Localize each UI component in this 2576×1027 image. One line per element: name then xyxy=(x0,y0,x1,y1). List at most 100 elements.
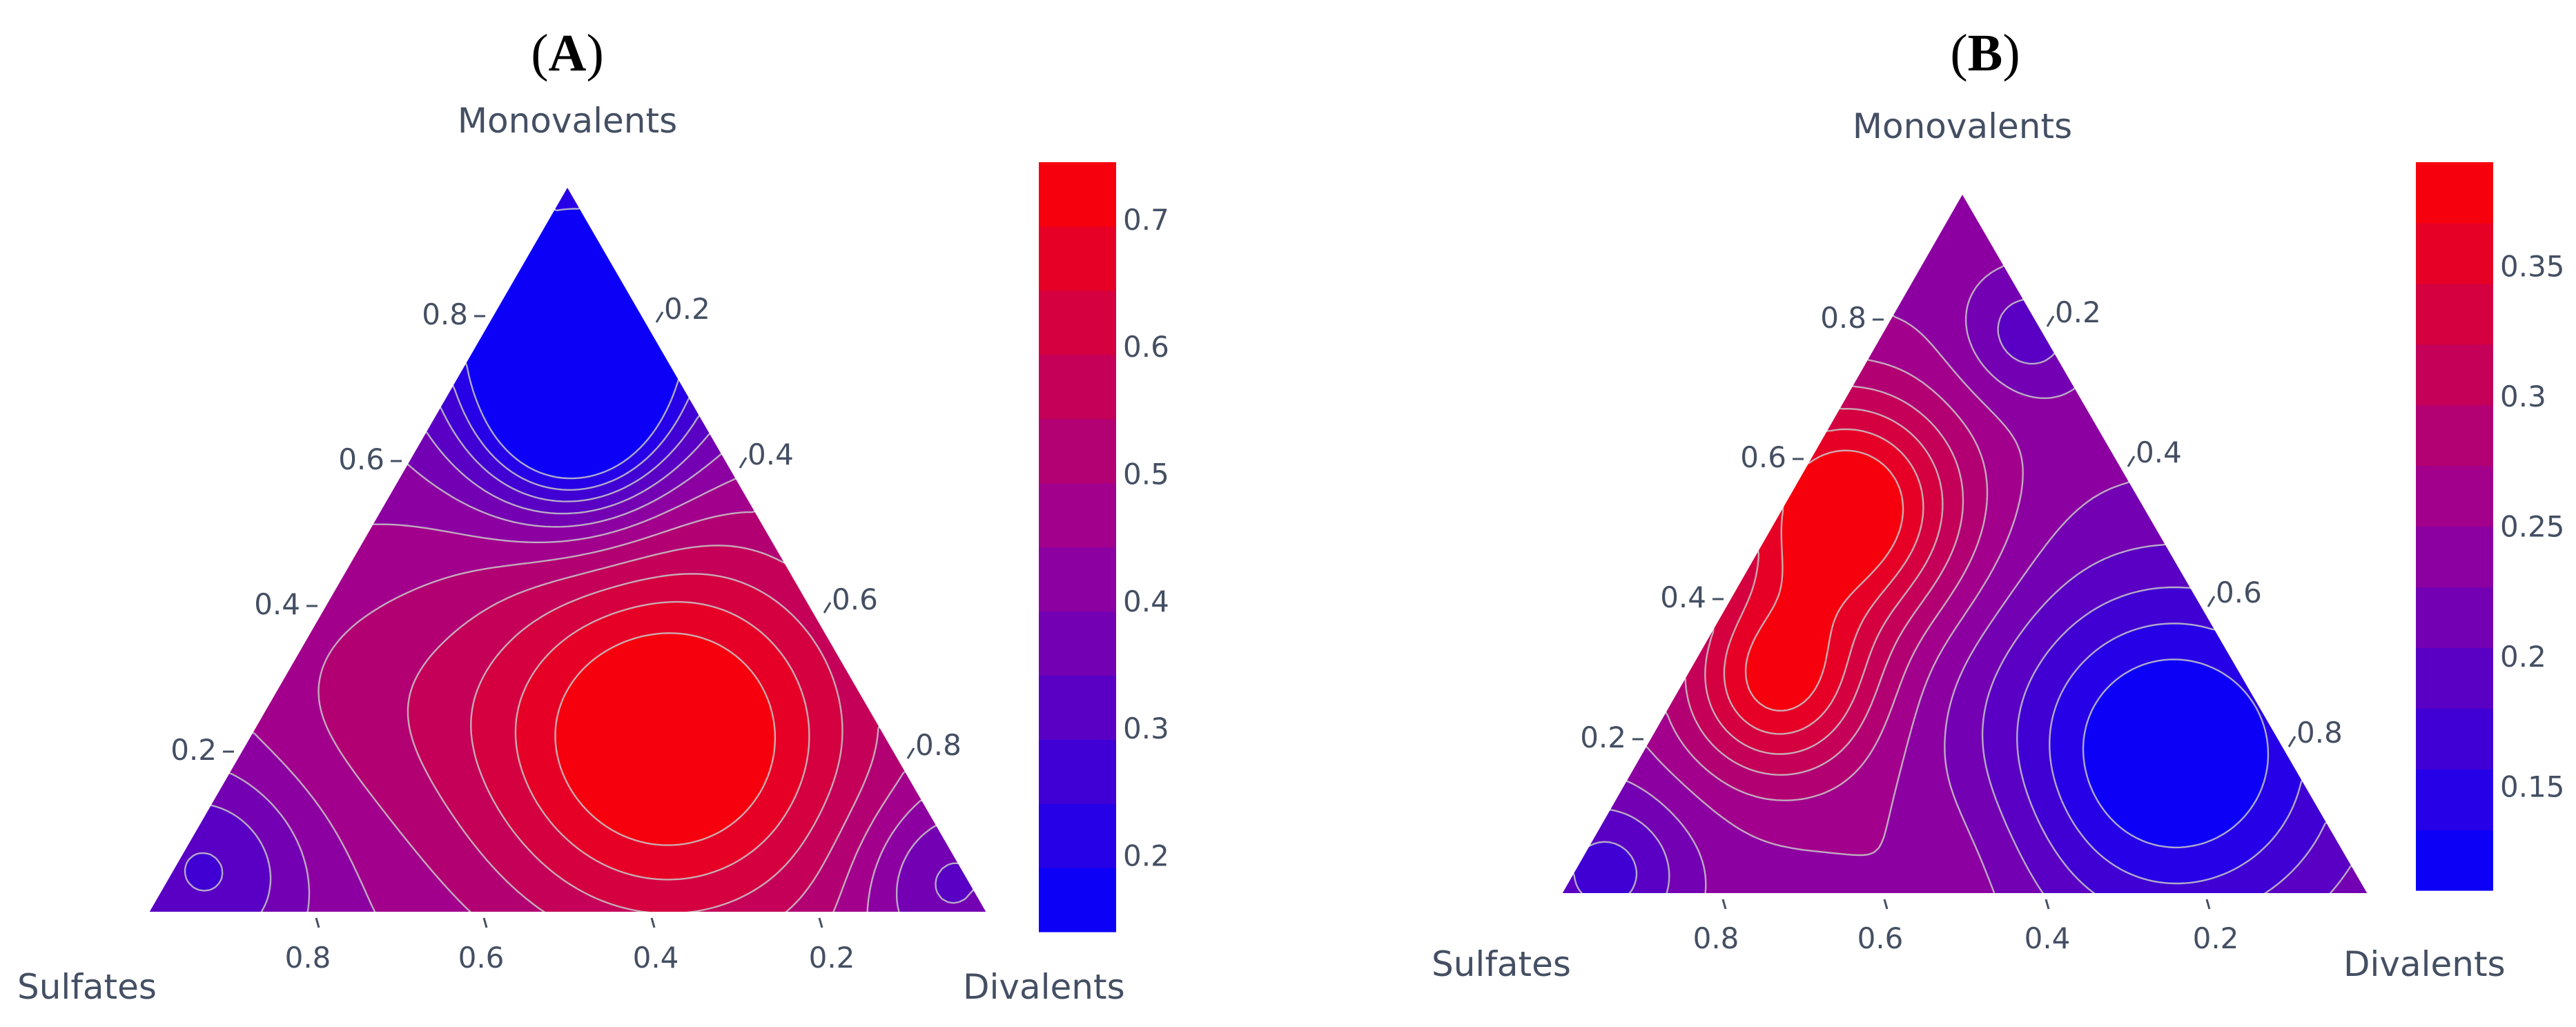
tick-mark xyxy=(482,917,488,928)
tick-mark xyxy=(2046,315,2055,327)
contour-line xyxy=(2082,658,2270,849)
colorbar: 0.2 0.3 0.4 0.5 0.6 0.7 xyxy=(1039,162,1169,932)
colorbar-band xyxy=(1039,162,1116,227)
colorbar-band xyxy=(1039,290,1116,355)
colorbar-band xyxy=(1039,675,1116,740)
colorbar-tick-label: 0.2 xyxy=(1123,839,1169,872)
colorbar-band xyxy=(1039,482,1116,548)
ticks-sulfates: 0.8 0.6 0.4 0.2 xyxy=(285,917,855,975)
colorbar-tick-label: 0.4 xyxy=(1123,585,1169,618)
axis-title-monovalents: Monovalents xyxy=(458,101,677,141)
colorbar-tick-label: 0.6 xyxy=(1123,330,1169,364)
colorbar-band xyxy=(2416,769,2493,830)
tick-mark xyxy=(1883,899,1889,910)
tick-label: 0.4 xyxy=(1660,580,1706,614)
colorbar-ticks: 0.15 0.2 0.25 0.3 0.35 xyxy=(2500,250,2565,804)
tick-label: 0.4 xyxy=(2024,921,2071,955)
tick-label: 0.6 xyxy=(458,941,505,975)
contour-fill xyxy=(148,186,987,912)
tick-label: 0.6 xyxy=(1740,440,1786,474)
axis-title-divalents: Divalents xyxy=(2343,944,2506,984)
contour-line xyxy=(470,573,843,912)
colorbar-tick-label: 0.3 xyxy=(1123,712,1169,745)
ternary-contour-plot xyxy=(148,186,987,912)
tick-label: 0.2 xyxy=(1580,721,1626,754)
colorbar-tick-label: 0.35 xyxy=(2500,250,2565,284)
ternary-outline xyxy=(1560,191,2370,894)
tick-mark xyxy=(315,917,320,928)
contour-line xyxy=(554,632,777,846)
tick-label: 0.2 xyxy=(664,292,710,326)
tick-label: 0.6 xyxy=(2216,576,2262,609)
tick-label: 0.2 xyxy=(2055,295,2101,329)
contour-line xyxy=(514,600,810,881)
panel-b-label: (B) xyxy=(1950,24,2020,82)
colorbar-band xyxy=(1039,803,1116,868)
ternary-outline xyxy=(147,185,988,913)
ticks-divalents: 0.2 0.4 0.6 0.8 xyxy=(655,292,962,762)
tick-mark xyxy=(1721,899,1727,910)
axis-title-divalents: Divalents xyxy=(963,967,1125,1007)
tick-label: 0.6 xyxy=(832,583,878,616)
axis-title-sulfates: Sulfates xyxy=(17,967,157,1007)
colorbar-band xyxy=(1039,868,1116,932)
colorbar-band xyxy=(2416,465,2493,527)
ternary-contour-plot xyxy=(1561,193,2368,894)
tick-label: 0.2 xyxy=(2193,921,2239,955)
ticks-monovalents: 0.8 0.6 0.4 0.2 xyxy=(1580,301,1884,754)
tick-mark xyxy=(823,602,832,614)
tick-mark xyxy=(818,917,823,928)
tick-label: 0.8 xyxy=(2296,716,2343,750)
colorbar-band xyxy=(1039,739,1116,804)
colorbar-band xyxy=(1039,611,1116,676)
tick-label: 0.8 xyxy=(285,941,331,975)
axis-title-monovalents: Monovalents xyxy=(1853,106,2072,146)
colorbar-band xyxy=(2416,222,2493,284)
colorbar-tick-label: 0.25 xyxy=(2500,510,2565,544)
axis-title-sulfates: Sulfates xyxy=(1432,944,1571,984)
colorbar-band xyxy=(2416,162,2493,224)
colorbar-band xyxy=(1039,547,1116,612)
tick-label: 0.6 xyxy=(1857,921,1904,955)
colorbar-band xyxy=(2416,647,2493,709)
colorbar-band xyxy=(1039,226,1116,291)
tick-label: 0.2 xyxy=(809,941,855,975)
tick-mark xyxy=(2287,736,2296,747)
colorbar-ticks: 0.2 0.3 0.4 0.5 0.6 0.7 xyxy=(1123,203,1169,873)
tick-label: 0.8 xyxy=(1693,921,1739,955)
colorbar-band xyxy=(2416,830,2493,891)
colorbar-band xyxy=(2416,708,2493,770)
ticks-monovalents: 0.8 0.6 0.4 0.2 xyxy=(170,297,485,767)
colorbar-bands xyxy=(1039,162,1116,932)
tick-label: 0.8 xyxy=(422,297,468,331)
tick-label: 0.4 xyxy=(748,438,794,471)
panel-b: (B) Monovalents Sulfates Divalents 0.8 0… xyxy=(1432,24,2565,984)
ticks-sulfates: 0.8 0.6 0.4 0.2 xyxy=(1693,899,2239,955)
tick-mark xyxy=(2045,899,2050,910)
tick-label: 0.8 xyxy=(915,728,962,762)
tick-label: 0.2 xyxy=(170,733,217,767)
tick-label: 0.4 xyxy=(633,941,679,975)
ticks-divalents: 0.2 0.4 0.6 0.8 xyxy=(2046,295,2343,750)
tick-mark xyxy=(906,747,915,759)
tick-mark xyxy=(2127,456,2136,467)
colorbar-band xyxy=(2416,344,2493,406)
colorbar-bands xyxy=(2416,162,2493,891)
colorbar-band xyxy=(2416,404,2493,467)
colorbar-tick-label: 0.5 xyxy=(1123,458,1169,491)
tick-label: 0.4 xyxy=(254,587,300,621)
panel-a-label: (A) xyxy=(531,24,604,82)
colorbar-tick-label: 0.3 xyxy=(2500,380,2546,413)
colorbar-band xyxy=(2416,587,2493,648)
tick-label: 0.8 xyxy=(1820,301,1866,335)
tick-mark xyxy=(2205,899,2211,910)
tick-mark xyxy=(650,917,656,928)
tick-label: 0.4 xyxy=(2136,436,2182,469)
panel-a: (A) Monovalents Sulfates Divalents 0.8 0… xyxy=(17,24,1169,1007)
colorbar-tick-label: 0.15 xyxy=(2500,770,2565,803)
tick-mark xyxy=(655,311,664,323)
tick-mark xyxy=(739,457,748,469)
colorbar-band xyxy=(1039,354,1116,420)
tick-mark xyxy=(2207,596,2216,607)
